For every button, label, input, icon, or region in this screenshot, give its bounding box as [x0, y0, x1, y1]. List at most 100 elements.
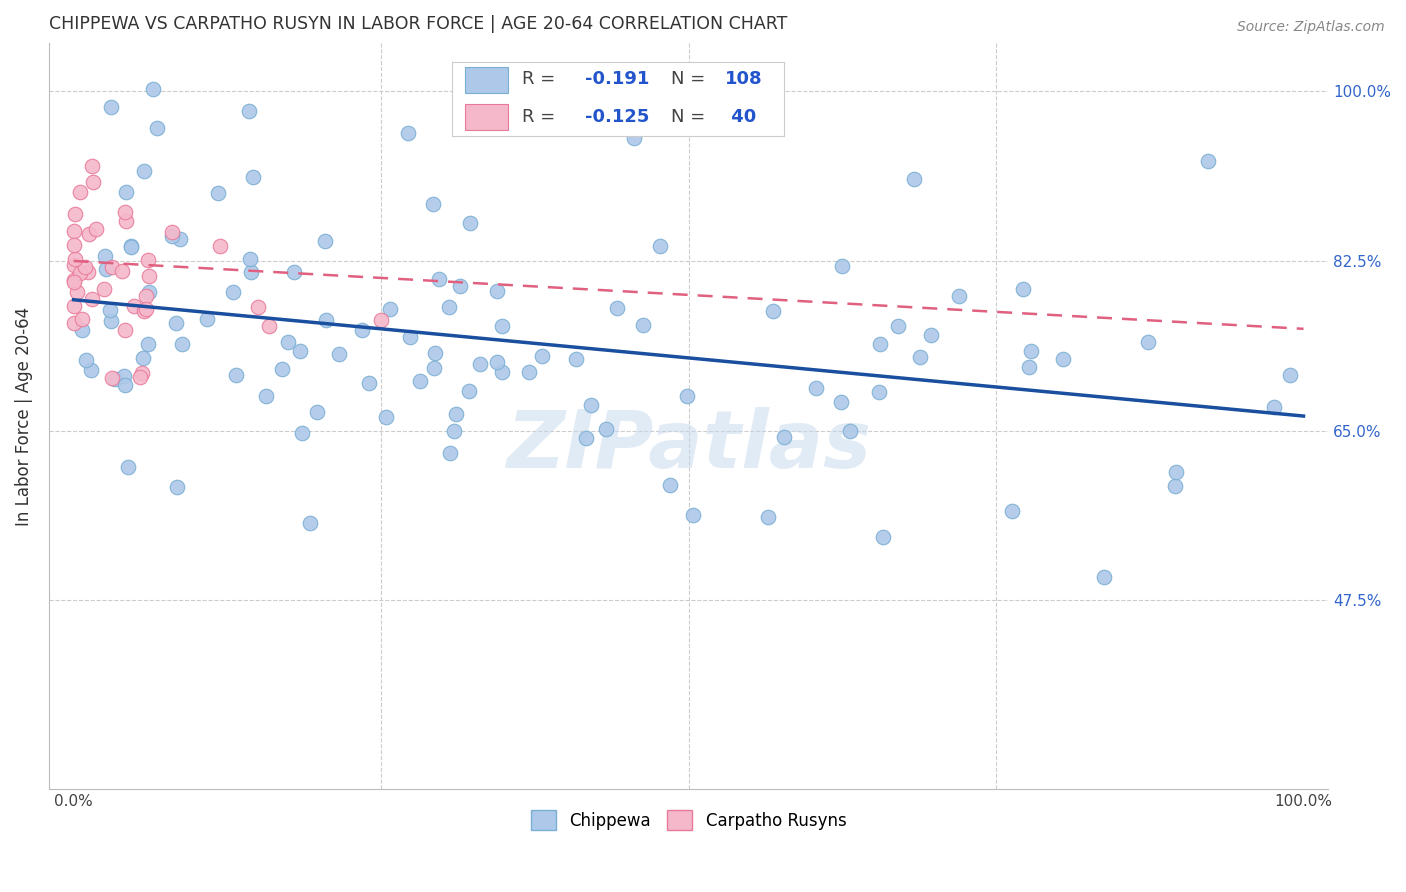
Point — [868, 384, 890, 399]
Point — [222, 285, 245, 300]
Point — [207, 186, 229, 200]
Point — [762, 304, 785, 318]
Point — [920, 327, 942, 342]
Point — [122, 299, 145, 313]
Point — [439, 446, 461, 460]
Point — [458, 216, 481, 230]
Point — [633, 318, 655, 332]
Text: ZIPatlas: ZIPatlas — [506, 407, 872, 485]
Point — [112, 368, 135, 383]
Point — [254, 389, 277, 403]
Point — [120, 240, 142, 254]
Point — [132, 164, 155, 178]
Point — [63, 252, 86, 266]
Point — [887, 319, 910, 334]
Point — [100, 370, 122, 384]
Point — [165, 316, 187, 330]
Point — [114, 185, 136, 199]
Point — [138, 285, 160, 300]
Point — [75, 260, 97, 274]
Point — [1018, 360, 1040, 375]
Point — [437, 301, 460, 315]
Point — [170, 337, 193, 351]
Point — [581, 399, 603, 413]
Point — [425, 345, 447, 359]
Point — [675, 389, 697, 403]
Point — [115, 214, 138, 228]
Point — [1092, 570, 1115, 584]
Point — [70, 311, 93, 326]
Point — [1278, 368, 1301, 382]
Point — [129, 370, 152, 384]
Point — [63, 224, 86, 238]
Point — [135, 289, 157, 303]
Point — [197, 311, 219, 326]
Point — [114, 205, 136, 219]
Point — [80, 363, 103, 377]
Point — [69, 266, 91, 280]
Point — [374, 410, 396, 425]
Point — [399, 329, 422, 343]
Point — [595, 422, 617, 436]
Point — [908, 350, 931, 364]
Point — [485, 284, 508, 298]
Point — [62, 275, 84, 289]
Point — [80, 159, 103, 173]
Point — [146, 120, 169, 135]
Point — [446, 407, 468, 421]
Point — [491, 365, 513, 379]
Point — [142, 82, 165, 96]
Point — [82, 176, 104, 190]
Point — [1164, 479, 1187, 493]
Point — [1197, 153, 1219, 168]
Point — [1137, 335, 1160, 350]
Point — [370, 312, 392, 326]
Point — [458, 384, 481, 398]
Point — [131, 367, 153, 381]
Point — [1166, 466, 1188, 480]
Point — [378, 301, 401, 316]
Point — [100, 313, 122, 327]
Point — [136, 337, 159, 351]
Point — [804, 381, 827, 395]
Point — [903, 171, 925, 186]
Point — [66, 285, 89, 300]
Point — [565, 352, 588, 367]
Point — [132, 351, 155, 366]
Point — [298, 516, 321, 530]
Point — [138, 253, 160, 268]
Point — [93, 282, 115, 296]
Point — [831, 260, 853, 274]
Point — [162, 225, 184, 239]
Point — [70, 323, 93, 337]
Point — [422, 197, 444, 211]
Point — [94, 249, 117, 263]
Point — [75, 352, 97, 367]
Point — [491, 319, 513, 334]
Point — [225, 368, 247, 382]
Point — [1052, 352, 1074, 367]
Text: CHIPPEWA VS CARPATHO RUSYN IN LABOR FORCE | AGE 20-64 CORRELATION CHART: CHIPPEWA VS CARPATHO RUSYN IN LABOR FORC… — [49, 15, 787, 33]
Point — [62, 258, 84, 272]
Point — [82, 292, 104, 306]
Point — [114, 378, 136, 392]
Point — [606, 301, 628, 315]
Point — [682, 508, 704, 522]
Point — [485, 354, 508, 368]
Point — [169, 232, 191, 246]
Point — [830, 395, 852, 409]
Point — [62, 299, 84, 313]
Point — [257, 318, 280, 333]
Point — [111, 263, 134, 277]
Point — [63, 272, 86, 286]
Point — [359, 376, 381, 390]
Point — [166, 480, 188, 494]
Point — [288, 343, 311, 358]
Point — [427, 272, 450, 286]
Point — [468, 357, 491, 371]
Point — [1012, 282, 1035, 296]
Point — [101, 260, 124, 275]
Point — [242, 170, 264, 185]
Point — [869, 337, 891, 351]
Point — [396, 127, 419, 141]
